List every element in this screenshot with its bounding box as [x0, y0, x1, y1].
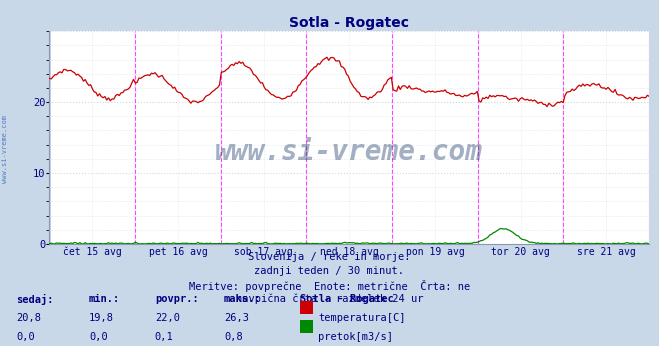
- Text: temperatura[C]: temperatura[C]: [318, 313, 406, 323]
- Text: www.si-vreme.com: www.si-vreme.com: [2, 115, 9, 183]
- Text: 0,0: 0,0: [89, 332, 107, 342]
- Text: 0,8: 0,8: [224, 332, 243, 342]
- Text: 0,1: 0,1: [155, 332, 173, 342]
- Text: zadnji teden / 30 minut.: zadnji teden / 30 minut.: [254, 266, 405, 276]
- Text: Slovenija / reke in morje.: Slovenija / reke in morje.: [248, 252, 411, 262]
- Title: Sotla - Rogatec: Sotla - Rogatec: [289, 16, 409, 30]
- Text: 20,8: 20,8: [16, 313, 42, 323]
- Text: maks.:: maks.:: [224, 294, 262, 304]
- Text: www.si-vreme.com: www.si-vreme.com: [215, 138, 483, 166]
- Text: 22,0: 22,0: [155, 313, 180, 323]
- Text: pretok[m3/s]: pretok[m3/s]: [318, 332, 393, 342]
- Text: sedaj:: sedaj:: [16, 294, 54, 306]
- Text: povpr.:: povpr.:: [155, 294, 198, 304]
- Text: 0,0: 0,0: [16, 332, 35, 342]
- Text: navpična črta - razdelek 24 ur: navpična črta - razdelek 24 ur: [236, 293, 423, 304]
- Text: 26,3: 26,3: [224, 313, 249, 323]
- Text: Meritve: povprečne  Enote: metrične  Črta: ne: Meritve: povprečne Enote: metrične Črta:…: [189, 280, 470, 292]
- Text: min.:: min.:: [89, 294, 120, 304]
- Text: Sotla - Rogatec: Sotla - Rogatec: [300, 294, 393, 304]
- Text: 19,8: 19,8: [89, 313, 114, 323]
